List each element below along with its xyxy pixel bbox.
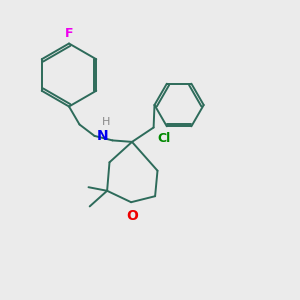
Text: Cl: Cl [158, 132, 171, 145]
Text: F: F [65, 27, 73, 40]
Text: O: O [126, 209, 138, 223]
Text: H: H [102, 118, 110, 128]
Text: N: N [96, 129, 108, 143]
